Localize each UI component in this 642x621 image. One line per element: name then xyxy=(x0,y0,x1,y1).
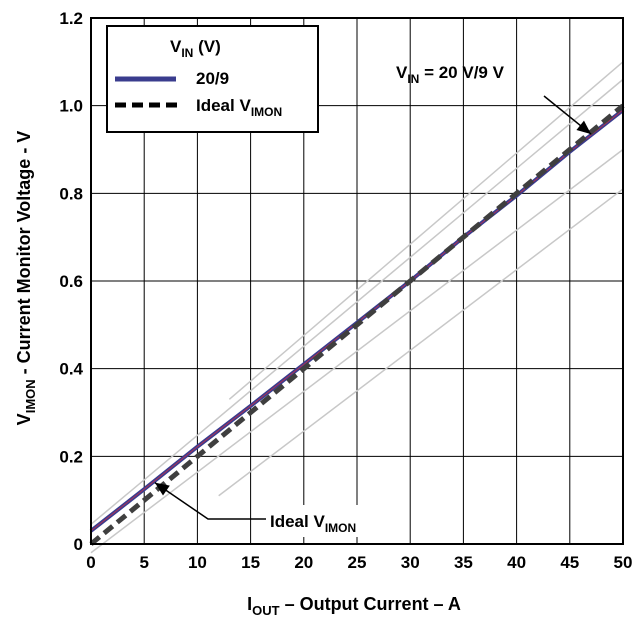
plot-border xyxy=(90,17,624,545)
tolerance-line xyxy=(218,188,624,497)
annotation-ideal-text: Ideal VIMON xyxy=(270,512,356,535)
x-axis-title: IOUT – Output Current – A xyxy=(247,594,461,618)
annotation-ideal-bg xyxy=(266,505,390,537)
x-tick-label: 5 xyxy=(139,553,148,572)
annotation-ideal: Ideal VIMON xyxy=(154,482,390,537)
series-layer xyxy=(89,103,625,546)
legend-title: VIN (V) xyxy=(170,37,221,60)
x-tick-label: 45 xyxy=(560,553,579,572)
tolerance-line xyxy=(228,61,624,400)
y-tick-label: 1.0 xyxy=(59,97,83,116)
y-tick-label: 0.8 xyxy=(59,184,83,203)
y-axis-title: VIMON - Current Monitor Voltage - V xyxy=(14,131,38,426)
annotation-vin-arrowhead xyxy=(576,120,592,135)
y-tick-labels: 0 0.2 0.4 0.6 0.8 1.0 1.2 xyxy=(59,9,83,554)
x-tick-label: 50 xyxy=(614,553,633,572)
y-tick-label: 1.2 xyxy=(59,9,83,28)
annotation-ideal-arrowhead xyxy=(154,482,170,496)
tolerance-band xyxy=(90,61,624,554)
y-tick-label: 0.2 xyxy=(59,447,83,466)
y-tick-label: 0.4 xyxy=(59,360,83,379)
x-tick-label: 40 xyxy=(507,553,526,572)
legend-label-20-9: 20/9 xyxy=(196,69,229,88)
x-tick-label: 15 xyxy=(241,553,260,572)
x-tick-label: 0 xyxy=(86,553,95,572)
x-tick-label: 30 xyxy=(401,553,420,572)
annotation-vin-text: VIN = 20 V/9 V xyxy=(396,63,505,86)
legend: VIN (V) 20/9 Ideal VIMON xyxy=(106,25,319,133)
x-tick-label: 35 xyxy=(454,553,473,572)
x-tick-label: 20 xyxy=(294,553,313,572)
series-line-ideal xyxy=(89,103,625,546)
legend-label-ideal: Ideal VIMON xyxy=(196,96,282,119)
x-tick-label: 25 xyxy=(348,553,367,572)
tolerance-line xyxy=(90,148,624,554)
annotation-ideal-leader xyxy=(154,482,266,520)
annotation-vin: VIN = 20 V/9 V xyxy=(396,63,592,135)
x-tick-label: 10 xyxy=(188,553,207,572)
tolerance-line xyxy=(90,78,624,525)
y-tick-label: 0.6 xyxy=(59,272,83,291)
y-tick-label: 0 xyxy=(74,535,83,554)
x-tick-labels: 0 5 10 15 20 25 30 35 40 45 50 xyxy=(86,553,632,572)
